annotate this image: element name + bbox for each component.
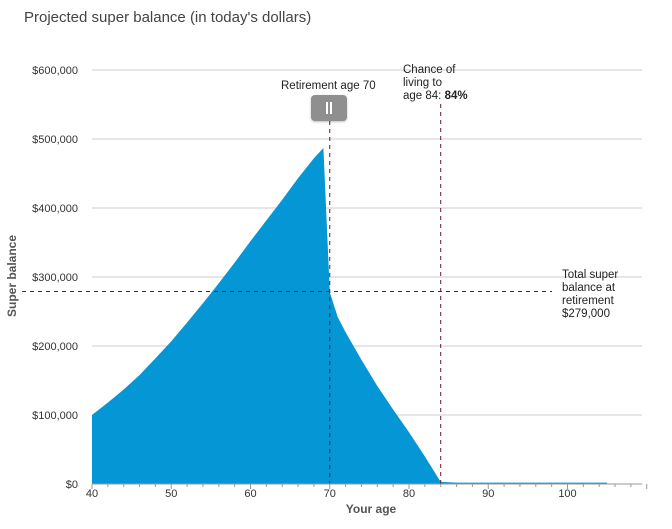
chart-title: Projected super balance (in today's doll…	[24, 9, 312, 26]
chance-line-2: living to	[403, 77, 442, 89]
chance-percentage: 84%	[444, 90, 468, 102]
x-tick-label: 60	[244, 488, 256, 500]
chance-age-text: age 84:	[403, 90, 442, 102]
pause-grip-icon	[330, 102, 332, 114]
y-axis-label: Super balance	[5, 235, 19, 317]
plot-area	[92, 148, 608, 484]
y-tick-label: $0	[66, 479, 78, 491]
x-tick-label: 90	[482, 488, 494, 500]
chance-line-3: age 84: 84%	[403, 90, 475, 103]
total-line-2: balance at	[562, 282, 616, 294]
retirement-balance-annotation: Total super balance at retirement $279,0…	[562, 269, 642, 321]
y-tick-label: $100,000	[32, 410, 78, 422]
retirement-age-slider-handle[interactable]	[311, 95, 347, 121]
total-line-1: Total super	[562, 269, 619, 281]
total-amount: $279,000	[562, 308, 610, 320]
x-tick-label: 100	[558, 488, 576, 500]
x-tick-label: 80	[403, 488, 415, 500]
pause-grip-icon	[326, 102, 328, 114]
x-tick-label: 50	[165, 488, 177, 500]
x-tick-label: 70	[324, 488, 336, 500]
x-axis-label: Your age	[346, 502, 397, 516]
axes: $0 $100,000 $200,000 $300,000 $400,000 $500,0…	[32, 65, 648, 500]
retirement-age-label: Retirement age 70	[281, 80, 376, 92]
total-line-3: retirement	[562, 295, 614, 307]
reference-lines	[22, 104, 552, 484]
life-expectancy-annotation: Chance of living to age 84: 84%	[403, 64, 475, 103]
y-tick-label: $500,000	[32, 134, 78, 146]
y-tick-label: $300,000	[32, 272, 78, 284]
y-tick-label: $400,000	[32, 203, 78, 215]
balance-area	[92, 148, 608, 484]
y-tick-label: $200,000	[32, 341, 78, 353]
y-tick-label: $600,000	[32, 65, 78, 77]
x-tick-label: 40	[86, 488, 98, 500]
chance-line-1: Chance of	[403, 64, 456, 76]
